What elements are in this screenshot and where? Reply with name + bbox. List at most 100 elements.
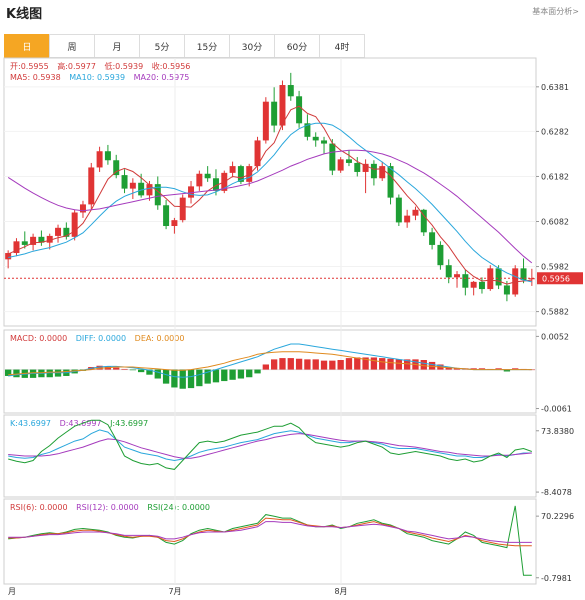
- low-value: 低:0.5939: [104, 62, 144, 71]
- open-value: 开:0.5955: [10, 62, 49, 71]
- macd-bar: [362, 357, 369, 370]
- macd-info: MACD: 0.0000 DIFF: 0.0000 DEA: 0.0000: [10, 334, 190, 343]
- candle-body: [487, 268, 494, 290]
- candle-body: [395, 197, 402, 223]
- candle-body: [296, 96, 303, 124]
- candle-body: [362, 163, 369, 172]
- tab-30min[interactable]: 30分: [229, 34, 274, 58]
- candle-body: [387, 166, 394, 198]
- dea-value: DEA: 0.0000: [134, 334, 185, 343]
- x-axis-label: 8月: [334, 587, 347, 596]
- macd-bar: [295, 358, 303, 370]
- candle-body: [79, 204, 86, 213]
- candle-body: [96, 151, 103, 168]
- candle-body: [520, 268, 527, 281]
- price-axis-tick-label: 0.6282: [541, 127, 569, 136]
- candle-body: [287, 85, 294, 97]
- candle-body: [337, 159, 344, 171]
- price-axis-tick-label: 0.6182: [541, 172, 569, 181]
- candle-body: [121, 175, 128, 189]
- candle-body: [445, 265, 452, 278]
- macd-bar: [113, 367, 120, 370]
- price-axis-tick-label: 0.5882: [541, 308, 569, 317]
- macd-bar: [162, 369, 170, 384]
- tab-month[interactable]: 月: [94, 34, 139, 58]
- macd-bar: [528, 369, 536, 371]
- rsi-info: RSI(6): 0.0000 RSI(12): 0.0000 RSI(24): …: [10, 503, 216, 512]
- candle-body: [312, 136, 319, 141]
- kdj-info: K:43.6997 D:43.6997 J:43.6997: [10, 419, 154, 428]
- macd-bar: [204, 369, 211, 384]
- macd-axis-tick-label: -0.0061: [541, 405, 572, 414]
- macd-bar: [212, 369, 220, 383]
- candle-body: [63, 227, 70, 237]
- candle-body: [154, 184, 161, 206]
- tab-4hour[interactable]: 4时: [319, 34, 365, 58]
- macd-bar: [4, 369, 12, 376]
- candle-body: [237, 166, 244, 182]
- macd-bar: [46, 369, 53, 378]
- candle-body: [30, 236, 37, 245]
- macd-bar: [304, 359, 311, 370]
- panel-frame: [3, 329, 537, 414]
- macd-bar: [470, 368, 477, 370]
- macd-bar: [262, 364, 270, 370]
- candle-body: [271, 101, 278, 126]
- candle-body: [138, 182, 145, 196]
- price-tag-label: 0.5956: [542, 274, 570, 283]
- candle-body: [5, 253, 12, 260]
- close-value: 收:0.5956: [151, 62, 191, 71]
- macd-bar: [137, 369, 145, 373]
- diff-line: [8, 343, 532, 378]
- page-title: K线图: [6, 7, 43, 22]
- macd-bar: [495, 368, 502, 370]
- macd-bar: [187, 369, 195, 389]
- macd-bar: [171, 369, 178, 388]
- tab-5min[interactable]: 5分: [139, 34, 184, 58]
- d-line: [8, 433, 532, 459]
- kdj-axis-tick-label: -8.4078: [541, 488, 572, 497]
- price-axis-tick-label: 0.6082: [541, 218, 569, 227]
- candle-body: [420, 209, 427, 233]
- macd-bar: [320, 360, 328, 370]
- price-axis-tick-label: 0.6381: [541, 83, 569, 92]
- macd-bar: [387, 358, 394, 370]
- k-value: K:43.6997: [10, 419, 52, 428]
- ma20-value: MA20: 0.5975: [133, 73, 190, 82]
- candle-body: [21, 241, 28, 245]
- tab-60min[interactable]: 60分: [274, 34, 319, 58]
- macd-axis-tick-label: 0.0052: [541, 332, 569, 341]
- candle-body: [46, 235, 53, 243]
- k-line: [8, 429, 532, 462]
- fundamental-analysis-link[interactable]: 基本面分析>: [532, 7, 579, 16]
- candle-body: [229, 166, 236, 173]
- x-axis-label: 月: [8, 587, 16, 596]
- candle-body: [204, 173, 211, 179]
- macd-bar: [354, 357, 361, 370]
- candle-body: [262, 101, 269, 141]
- dea-line: [8, 351, 532, 376]
- candle-body: [88, 167, 95, 205]
- macd-bar: [403, 359, 411, 370]
- candle-body: [71, 212, 78, 237]
- panel-frame: [3, 57, 537, 327]
- panel-frame: [3, 414, 537, 498]
- macd-bar: [254, 369, 261, 374]
- macd-bar: [420, 360, 427, 370]
- candle-body: [179, 197, 186, 221]
- macd-bar: [121, 368, 128, 370]
- macd-bar: [146, 369, 153, 375]
- candle-body: [254, 140, 261, 167]
- macd-bar: [270, 359, 278, 370]
- j-line: [8, 419, 532, 470]
- macd-bar: [445, 367, 452, 370]
- candle-body: [462, 274, 469, 288]
- macd-bar: [229, 369, 236, 380]
- ma10-line: [8, 122, 532, 283]
- macd-bar: [129, 369, 137, 371]
- rsi6-value: RSI(6): 0.0000: [10, 503, 68, 512]
- macd-bar: [196, 369, 203, 387]
- rsi24-line: [8, 521, 532, 543]
- macd-bar: [428, 361, 436, 370]
